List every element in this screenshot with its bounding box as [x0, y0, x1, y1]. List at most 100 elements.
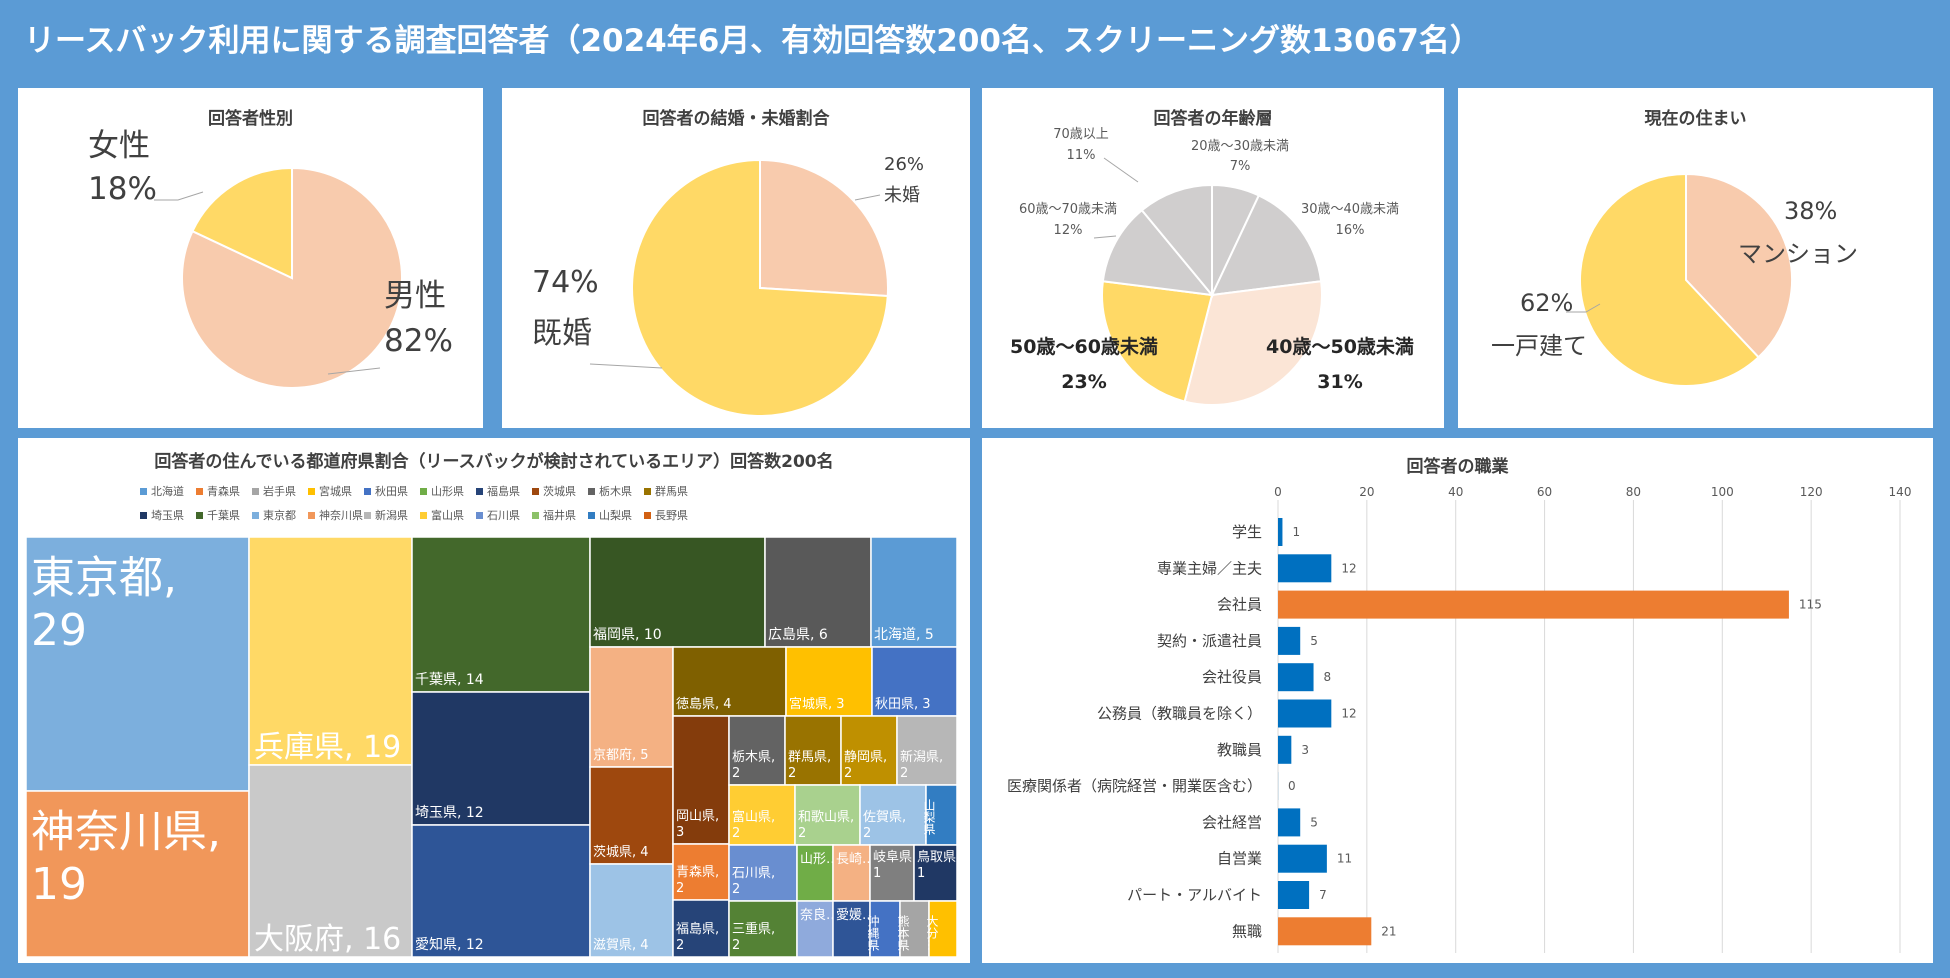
pie-value-house: 62%: [1520, 289, 1573, 317]
treemap-label-24: 和歌山県,: [798, 810, 854, 825]
treemap-cell-5: [411, 691, 591, 826]
x-tick-label-0: 0: [1274, 485, 1282, 499]
gender-chart-panel: 回答者性別 女性 18% 男性 82%: [18, 88, 483, 428]
treemap-cell-11: [589, 766, 674, 865]
age-chart-panel: 回答者の年齢層 20歳～30歳未満 7% 30歳～40歳未満 16% 60歳～70歳未満…: [982, 88, 1444, 428]
leader-line-house: [1566, 303, 1601, 313]
legend-label-10: 埼玉県: [151, 508, 184, 522]
legend-swatch-0: [140, 488, 147, 495]
housing-chart-panel: 現在の住まい 38% マンション 62% 一戸建て: [1458, 88, 1933, 428]
legend-swatch-12: [252, 512, 259, 519]
legend-label-1: 青森県: [207, 484, 240, 498]
pie-label-unmarried: 未婚: [884, 185, 920, 206]
marriage-pie-chart: 26% 未婚 74% 既婚: [532, 154, 924, 417]
y-category-label-3: 契約・派遣社員: [1157, 632, 1262, 650]
legend-swatch-18: [588, 512, 595, 519]
bar-5: [1278, 699, 1332, 728]
pie-slice-age-3: [1101, 280, 1214, 403]
treemap-label-17: 青森県,: [676, 865, 719, 880]
treemap-cell-18: [672, 899, 730, 958]
y-category-label-0: 学生: [1232, 523, 1262, 541]
housing-pie-chart: 38% マンション 62% 一戸建て: [1491, 172, 1858, 387]
treemap-cell-21: [840, 715, 898, 786]
age-pie-chart: 20歳～30歳未満 7% 30歳～40歳未満 16% 60歳～70歳未満 12% 70歳以上…: [1010, 127, 1414, 406]
legend-label-17: 福井県: [543, 508, 576, 522]
bar-value-label-0: 1: [1292, 525, 1300, 539]
x-tick-label-7: 140: [1889, 485, 1912, 499]
treemap-value-32: 1: [917, 866, 925, 881]
treemap-cell-29: [796, 844, 834, 902]
treemap-label-37: 大分…: [925, 915, 939, 951]
treemap-cell-27: [728, 900, 798, 958]
treemap-label-6: 愛知県, 12: [415, 936, 484, 953]
treemap-cell-22: [896, 715, 958, 786]
treemap-value-23: 2: [732, 826, 740, 841]
treemap-label-30: 長崎…: [836, 852, 875, 867]
housing-chart-title: 現在の住まい: [1644, 109, 1747, 129]
treemap-label-21: 静岡県,: [844, 750, 887, 765]
x-tick-label-6: 120: [1800, 485, 1823, 499]
treemap-label-1: 神奈川県,: [31, 806, 221, 857]
treemap-label-12: 滋賀県, 4: [593, 938, 649, 953]
y-category-label-7: 医療関係者（病院経営・開業医含む）: [1007, 777, 1262, 795]
legend-swatch-7: [532, 488, 539, 495]
bar-0: [1278, 518, 1283, 546]
marriage-chart-title: 回答者の結婚・未婚割合: [642, 109, 830, 129]
treemap-cell-2: [248, 536, 413, 766]
legend-label-14: 新潟県: [375, 508, 408, 522]
page-title: リースバック利用に関する調査回答者（2024年6月、有効回答数200名、スクリー…: [24, 23, 1481, 59]
legend-swatch-10: [140, 512, 147, 519]
legend-label-18: 山梨県: [599, 508, 632, 522]
pie-slice-age-5: [1140, 183, 1213, 298]
legend-swatch-13: [308, 512, 315, 519]
treemap-label-26: 石川県,: [732, 866, 775, 881]
pie-value-female: 18%: [88, 171, 157, 207]
treemap-value-24: 2: [798, 826, 806, 841]
pie-label-70plus: 70歳以上: [1053, 127, 1109, 142]
pie-value-male: 82%: [384, 323, 453, 359]
pie-value-50s: 23%: [1061, 371, 1106, 393]
legend-swatch-3: [308, 488, 315, 495]
pie-value-30s: 16%: [1336, 223, 1365, 238]
treemap-value-27: 2: [732, 938, 740, 953]
prefecture-treemap: 北海道 青森県 岩手県 宮城県 秋田県 山形県 福島県 茨城県 栃木県 群馬県埼玉県 千葉県 東京都神…: [25, 484, 958, 963]
pie-slice-gender-1: [191, 166, 293, 280]
treemap-cell-32: [913, 844, 958, 902]
treemap-value-31: 1: [873, 866, 881, 881]
treemap-label-27: 三重県,: [732, 921, 775, 937]
bar-11: [1278, 917, 1372, 946]
legend-swatch-1: [196, 488, 203, 495]
marriage-chart-panel: 回答者の結婚・未婚割合 26% 未婚 74% 既婚: [502, 88, 970, 428]
treemap-cell-12: [589, 863, 674, 958]
pie-value-mansion: 38%: [1784, 197, 1837, 225]
treemap-cell-26: [728, 844, 798, 902]
bar-value-label-9: 11: [1337, 852, 1352, 866]
treemap-cell-16: [672, 715, 730, 845]
prefecture-chart-title: 回答者の住んでいる都道府県割合（リースバックが検討されているエリア）回答数200…: [154, 452, 834, 472]
job-chart-panel: 回答者の職業 0 20 40 60 80 100 120 140 学生 1 専業主婦／主夫 12 会社員…: [982, 438, 1933, 963]
pie-slice-marriage-1: [631, 158, 889, 417]
treemap-label-18: 福島県,: [676, 922, 719, 937]
y-category-label-9: 自営業: [1217, 850, 1262, 868]
treemap-label-5: 埼玉県, 12: [415, 805, 484, 821]
pie-label-20s: 20歳～30歳未満: [1191, 139, 1289, 154]
y-category-label-1: 専業主婦／主夫: [1157, 559, 1262, 577]
legend-label-15: 富山県: [431, 508, 464, 522]
bar-6: [1278, 735, 1292, 764]
y-category-label-2: 会社員: [1217, 596, 1262, 614]
legend-swatch-14: [364, 512, 371, 519]
pie-value-married: 74%: [532, 265, 599, 300]
treemap-label-20: 群馬県,: [788, 750, 831, 765]
bar-10: [1278, 881, 1310, 909]
legend-label-5: 山形県: [431, 485, 464, 498]
leader-line-male: [327, 367, 381, 375]
treemap-cell-19: [728, 715, 786, 786]
treemap-label-19: 栃木県,: [732, 750, 775, 765]
bar-9: [1278, 844, 1327, 873]
legend-swatch-19: [644, 512, 651, 519]
treemap-cell-37: [928, 900, 958, 958]
pie-value-40s: 31%: [1317, 371, 1362, 393]
x-tick-label-2: 40: [1448, 485, 1463, 499]
treemap-value-1: 19: [31, 859, 87, 910]
